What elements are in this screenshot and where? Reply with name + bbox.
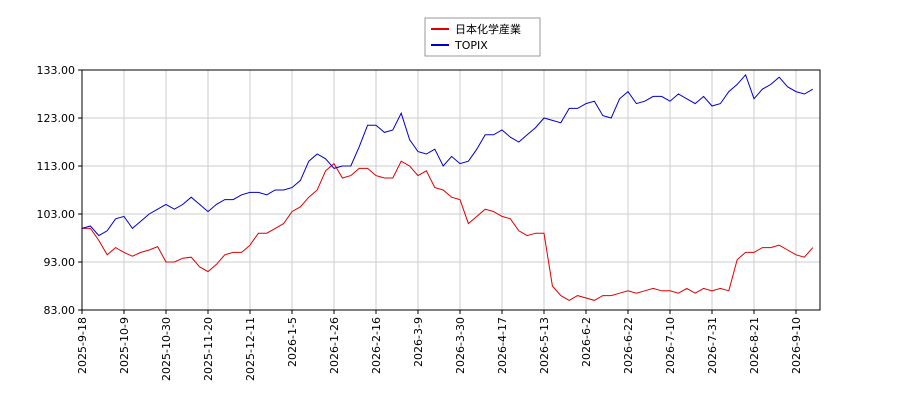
y-tick-label: 113.00 bbox=[37, 160, 76, 173]
x-tick-label: 2025-11-20 bbox=[202, 317, 215, 381]
x-tick-label: 2026-2-16 bbox=[370, 317, 383, 374]
y-tick-label: 103.00 bbox=[37, 208, 76, 221]
x-tick-label: 2026-3-9 bbox=[412, 317, 425, 367]
x-tick-label: 2026-1-5 bbox=[286, 317, 299, 367]
y-tick-label: 133.00 bbox=[37, 64, 76, 77]
y-tick-label: 123.00 bbox=[37, 112, 76, 125]
x-tick-label: 2025-10-9 bbox=[118, 317, 131, 374]
x-tick-label: 2026-7-10 bbox=[664, 317, 677, 374]
series-line bbox=[81, 73, 814, 237]
x-tick-label: 2026-1-26 bbox=[328, 317, 341, 374]
legend-box bbox=[424, 17, 541, 57]
y-tick-label: 83.00 bbox=[44, 304, 76, 317]
x-tick-label: 2026-9-10 bbox=[790, 317, 803, 374]
x-tick-label: 2026-5-13 bbox=[538, 317, 551, 374]
x-tick-label: 2025-10-30 bbox=[160, 317, 173, 381]
x-tick-label: 2026-3-30 bbox=[454, 317, 467, 374]
x-tick-label: 2026-4-17 bbox=[496, 317, 509, 374]
x-tick-label: 2025-12-11 bbox=[244, 317, 257, 381]
x-tick-label: 2026-6-2 bbox=[580, 317, 593, 367]
x-tick-label: 2026-7-31 bbox=[706, 317, 719, 374]
x-tick-label: 2026-6-22 bbox=[622, 317, 635, 374]
x-tick-label: 2026-8-21 bbox=[748, 317, 761, 374]
series-line bbox=[82, 160, 814, 301]
x-tick-label: 2025-9-18 bbox=[76, 317, 89, 374]
legend-label: 日本化学産業 bbox=[455, 22, 521, 36]
plot-frame bbox=[81, 69, 821, 311]
y-tick-label: 93.00 bbox=[44, 256, 76, 269]
legend: 日本化学産業 TOPIX bbox=[431, 22, 521, 52]
legend-label: TOPIX bbox=[454, 39, 488, 52]
